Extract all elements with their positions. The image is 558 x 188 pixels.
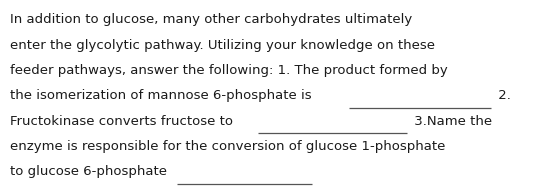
Text: Fructokinase converts fructose to: Fructokinase converts fructose to (10, 115, 233, 128)
Text: In addition to glucose, many other carbohydrates ultimately: In addition to glucose, many other carbo… (10, 13, 412, 26)
Text: to glucose 6-phosphate: to glucose 6-phosphate (10, 165, 167, 178)
Text: the isomerization of mannose 6-phosphate is: the isomerization of mannose 6-phosphate… (10, 89, 312, 102)
Text: feeder pathways, answer the following: 1. The product formed by: feeder pathways, answer the following: 1… (10, 64, 448, 77)
Text: enzyme is responsible for the conversion of glucose 1-phosphate: enzyme is responsible for the conversion… (10, 140, 445, 153)
Text: enter the glycolytic pathway. Utilizing your knowledge on these: enter the glycolytic pathway. Utilizing … (10, 39, 435, 52)
Text: 2.: 2. (494, 89, 511, 102)
Text: 3.Name the: 3.Name the (410, 115, 492, 128)
